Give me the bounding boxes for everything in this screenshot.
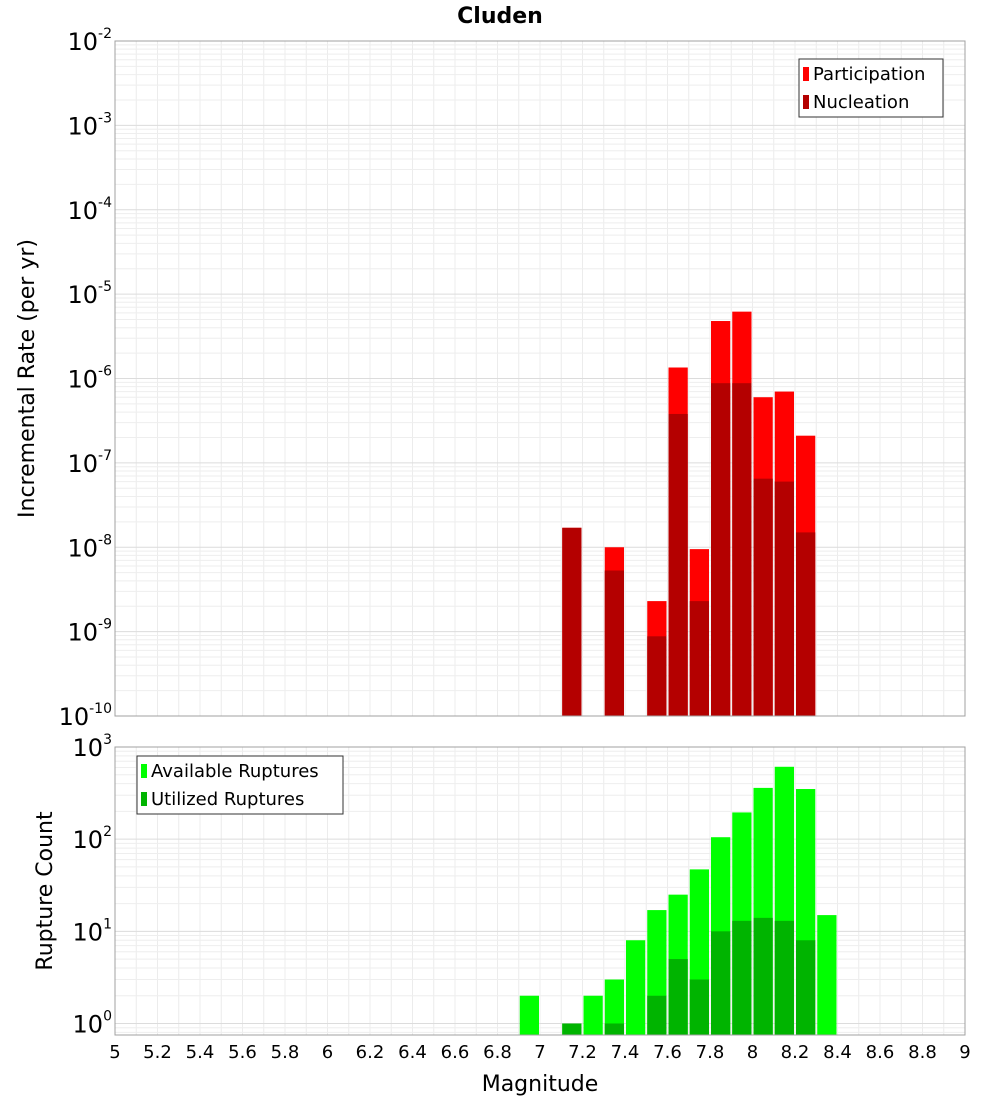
x-tick-label: 5.2 (143, 1042, 172, 1063)
undefined-bar-utilized-ruptures (562, 1023, 582, 1035)
undefined-bar-nucleation (753, 478, 773, 716)
x-tick-label: 7.2 (568, 1042, 597, 1063)
undefined-bar-nucleation (796, 532, 816, 716)
x-tick-label: 6.4 (398, 1042, 427, 1063)
undefined-y-tick-label: 10-8 (67, 532, 112, 562)
undefined-y-tick-label: 10-5 (67, 279, 112, 309)
x-tick-label: 9 (959, 1042, 970, 1063)
x-tick-label: 7.8 (696, 1042, 725, 1063)
undefined-legend-box (136, 755, 344, 815)
count-panel-y-ticks: 103 102 101 100 (73, 732, 112, 1038)
undefined-bar-utilized-ruptures (647, 995, 667, 1035)
undefined-bar-utilized-ruptures (796, 940, 816, 1035)
undefined-y-tick-label: 10-6 (67, 364, 112, 394)
rate-panel: 10-2 10-3 10-4 10-5 10-6 10-7 10-8 10-9 10-10 In… (15, 26, 966, 731)
undefined-bar-nucleation (689, 601, 709, 716)
x-tick-label: 7 (534, 1042, 545, 1063)
count-panel-bars (519, 766, 837, 1035)
undefined-legend-label: Utilized Ruptures (151, 789, 304, 810)
x-tick-label: 6 (322, 1042, 333, 1063)
undefined-y-tick-label: 10-2 (67, 26, 112, 56)
undefined-legend-swatch (141, 792, 147, 806)
undefined-bar-nucleation (562, 527, 582, 716)
x-tick-label: 5.8 (271, 1042, 300, 1063)
x-tick-label: 7.6 (653, 1042, 682, 1063)
undefined-y-tick-label: 10-9 (67, 617, 112, 647)
x-tick-label: 5 (109, 1042, 120, 1063)
undefined-bar-utilized-ruptures (753, 917, 773, 1035)
undefined-y-tick-label: 100 (73, 1008, 112, 1038)
x-axis-ticks: 5 5.2 5.4 5.6 5.8 6 6.2 6.4 6.6 6.8 7 7.2 7.4 7.6 7.8 8… (109, 1042, 970, 1063)
undefined-y-tick-label: 103 (73, 732, 112, 762)
undefined-legend-label: Nucleation (813, 92, 909, 113)
undefined-bar-available-ruptures (583, 995, 603, 1035)
undefined-y-tick-label: 102 (73, 824, 112, 854)
undefined-bar-utilized-ruptures (668, 959, 688, 1035)
undefined-bar-nucleation (774, 481, 794, 716)
chart-title: Cluden (457, 4, 543, 29)
undefined-legend-label: Participation (813, 64, 925, 85)
undefined-bar-utilized-ruptures (711, 931, 731, 1035)
rate-panel-y-axis-label: Incremental Rate (per yr) (15, 239, 40, 518)
undefined-bar-nucleation (711, 383, 731, 716)
undefined-bar-available-ruptures (604, 979, 624, 1035)
undefined-legend-swatch (141, 764, 147, 778)
x-tick-label: 8.8 (908, 1042, 937, 1063)
rate-panel-legend: Participation Nucleation (798, 58, 944, 118)
undefined-legend-swatch (803, 67, 809, 81)
x-tick-label: 8.2 (781, 1042, 810, 1063)
x-tick-label: 6.2 (356, 1042, 385, 1063)
x-tick-label: 5.4 (186, 1042, 215, 1063)
undefined-bar-available-ruptures (626, 940, 646, 1035)
undefined-y-tick-label: 101 (73, 916, 112, 946)
undefined-legend-label: Available Ruptures (151, 761, 319, 782)
undefined-bar-nucleation (732, 383, 752, 716)
undefined-bar-nucleation (647, 636, 667, 716)
undefined-bar-nucleation (604, 570, 624, 716)
undefined-bar-utilized-ruptures (774, 920, 794, 1035)
undefined-y-tick-label: 10-10 (59, 701, 112, 731)
undefined-legend-box (798, 58, 944, 118)
undefined-bar-utilized-ruptures (689, 979, 709, 1035)
x-tick-label: 8 (747, 1042, 758, 1063)
undefined-bar-available-ruptures (519, 995, 539, 1035)
rate-panel-y-ticks: 10-2 10-3 10-4 10-5 10-6 10-7 10-8 10-9 10-10 (59, 26, 113, 731)
undefined-y-tick-label: 10-7 (67, 448, 112, 478)
rate-panel-bars (562, 311, 816, 716)
x-tick-label: 5.6 (228, 1042, 257, 1063)
undefined-bar-utilized-ruptures (732, 920, 752, 1035)
x-axis-label: Magnitude (482, 1072, 599, 1097)
undefined-legend-swatch (803, 95, 809, 109)
x-tick-label: 8.4 (823, 1042, 852, 1063)
count-panel-y-axis-label: Rupture Count (33, 811, 58, 971)
undefined-y-tick-label: 10-4 (67, 195, 112, 225)
undefined-bar-available-ruptures (817, 915, 837, 1035)
x-tick-label: 6.6 (441, 1042, 470, 1063)
undefined-bar-utilized-ruptures (604, 1023, 624, 1035)
x-tick-label: 6.8 (483, 1042, 512, 1063)
undefined-bar-nucleation (668, 413, 688, 716)
undefined-y-tick-label: 10-3 (67, 110, 112, 140)
rate-panel-grid (114, 40, 966, 717)
x-tick-label: 8.6 (866, 1042, 895, 1063)
count-panel-legend: Available Ruptures Utilized Ruptures (136, 755, 344, 815)
count-panel-frame (114, 746, 966, 1036)
rate-panel-frame (114, 40, 966, 717)
count-panel: 103 102 101 100 Rupture Count Available Rup… (33, 732, 966, 1038)
x-tick-label: 7.4 (611, 1042, 640, 1063)
